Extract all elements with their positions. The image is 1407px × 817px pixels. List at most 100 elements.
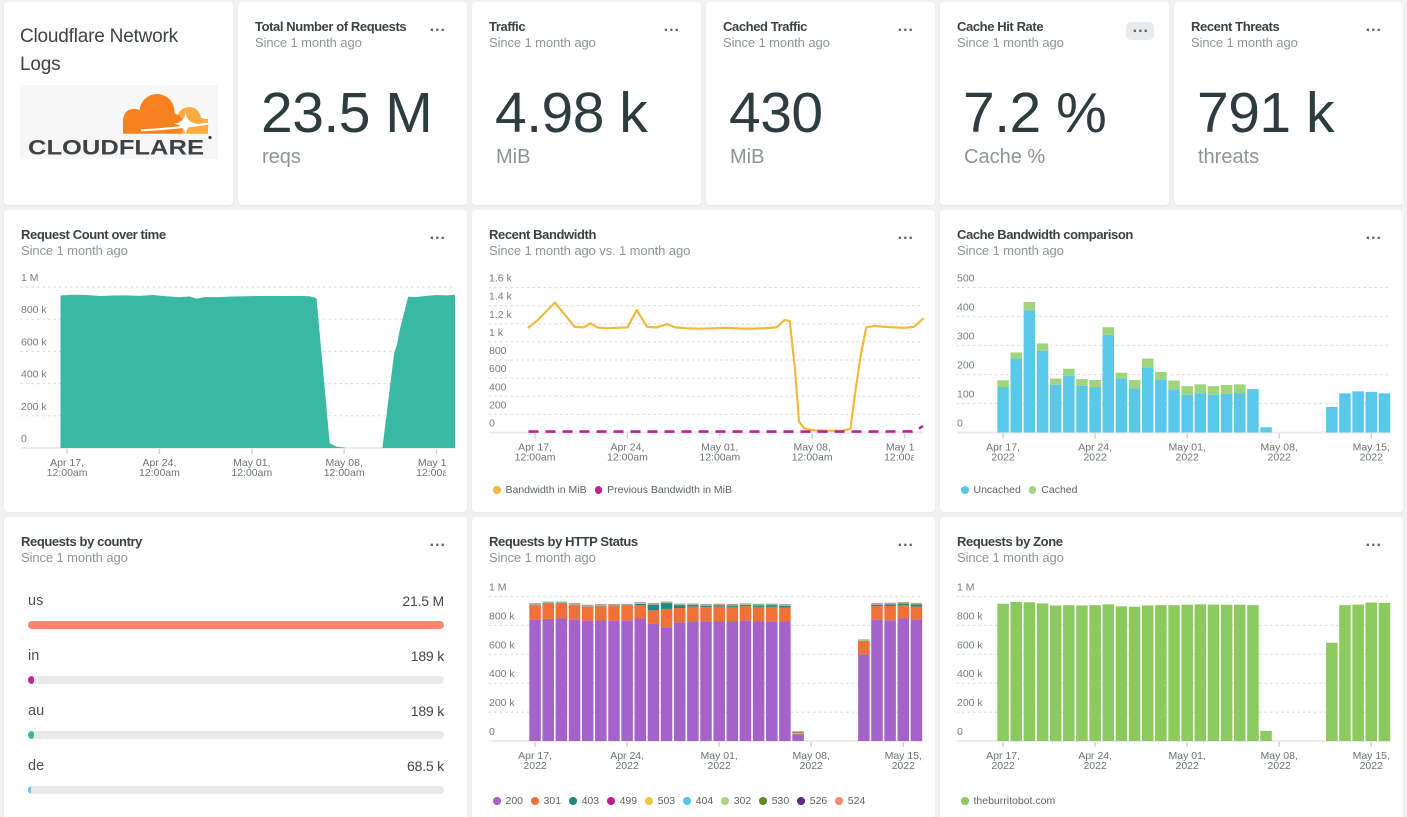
panel-menu-button[interactable]: ... xyxy=(429,226,446,243)
svg-text:600 k: 600 k xyxy=(489,639,515,651)
svg-text:12:00am: 12:00am xyxy=(231,467,272,479)
svg-text:12:00am: 12:00am xyxy=(884,452,925,464)
legend-item[interactable]: 404 xyxy=(683,795,713,807)
svg-text:May 01,: May 01, xyxy=(1168,750,1205,762)
panel-menu-button[interactable]: ... xyxy=(897,533,914,550)
svg-text:200 k: 200 k xyxy=(957,697,983,709)
svg-text:May 15,: May 15, xyxy=(1353,442,1390,454)
svg-text:May 15,: May 15, xyxy=(418,457,455,469)
legend-label: 530 xyxy=(771,795,790,807)
cache-bandwidth-chart[interactable]: 500 400 300 200 100 0 Apr 17, 2022 Apr 24, 2022 Ma… xyxy=(940,210,1403,512)
country-value: 68.5 k xyxy=(407,758,444,774)
legend-item[interactable]: Cached xyxy=(1028,484,1078,496)
legend-label: 404 xyxy=(695,795,714,807)
legend-label: 503 xyxy=(657,795,676,807)
legend-label: Bandwidth in MiB xyxy=(505,484,587,496)
panel-title: Requests by HTTP Status xyxy=(489,534,638,549)
svg-text:May 08,: May 08, xyxy=(1261,442,1298,454)
http-status-chart[interactable]: 1 M 800 k 600 k 400 k 200 k 0 Apr 17, 2022 Apr 2… xyxy=(472,517,935,817)
chart-legend: Bandwidth in MiB Previous Bandwidth in Mi… xyxy=(493,484,927,496)
zone-chart[interactable]: 1 M 800 k 600 k 400 k 200 k 0 Apr 17, 2022 Apr 2… xyxy=(940,517,1403,817)
svg-text:May 08,: May 08, xyxy=(793,750,830,762)
svg-text:600: 600 xyxy=(489,363,507,375)
panel-subtitle: Since 1 month ago xyxy=(957,549,1064,565)
panel-menu-button[interactable]: ... xyxy=(663,18,680,35)
country-bar-fill xyxy=(28,620,444,629)
country-bar-fill xyxy=(28,730,34,739)
legend-item[interactable]: 503 xyxy=(645,795,675,807)
panel-menu-button[interactable]: ... xyxy=(1365,533,1382,550)
svg-text:12:00am: 12:00am xyxy=(792,452,833,464)
country-bar-track xyxy=(28,620,444,629)
billboard-value: 4.98 k xyxy=(495,81,648,145)
svg-text:Apr 17,: Apr 17, xyxy=(518,442,552,454)
svg-text:2022: 2022 xyxy=(1360,452,1384,464)
legend-label: 526 xyxy=(809,795,828,807)
panel-menu-button[interactable]: ... xyxy=(897,18,914,35)
cloudflare-cloud-icon xyxy=(123,94,209,135)
country-bar-track xyxy=(28,675,444,684)
country-row: in 189 k xyxy=(28,649,444,704)
legend-item[interactable]: 200 xyxy=(493,795,523,807)
svg-text:600 k: 600 k xyxy=(21,336,47,348)
panel-subtitle: Since 1 month ago xyxy=(957,242,1064,258)
panel-menu-button[interactable]: ... xyxy=(1365,226,1382,243)
legend-item[interactable]: Uncached xyxy=(961,484,1021,496)
svg-text:May 01,: May 01, xyxy=(233,457,270,469)
panel-menu-button[interactable]: ... xyxy=(1365,18,1382,35)
country-bars: us 21.5 M in 189 k au 189 k de 68.5 k xyxy=(28,594,444,814)
legend-item[interactable]: Previous Bandwidth in MiB xyxy=(594,484,733,496)
legend-label: Cached xyxy=(1041,484,1078,496)
country-label: au xyxy=(28,703,45,719)
panel-menu-button[interactable]: ... xyxy=(429,533,446,550)
panel-subtitle: Since 1 month ago xyxy=(489,549,596,565)
panel-title: Traffic xyxy=(489,19,526,34)
legend-item[interactable]: 524 xyxy=(835,795,865,807)
billboard-unit: MiB xyxy=(496,146,531,168)
country-value: 21.5 M xyxy=(402,593,444,609)
billboard-unit: Cache % xyxy=(964,146,1046,168)
legend-label: Previous Bandwidth in MiB xyxy=(607,484,733,496)
panel-subtitle: Since 1 month ago vs. 1 month ago xyxy=(489,242,691,258)
legend-label: 499 xyxy=(619,795,638,807)
legend-color-dot xyxy=(493,797,501,805)
panel-menu-button[interactable]: ... xyxy=(897,226,914,243)
legend-label: 403 xyxy=(581,795,600,807)
svg-text:2022: 2022 xyxy=(615,760,639,772)
billboard-value: 791 k xyxy=(1197,81,1334,145)
svg-text:Apr 24,: Apr 24, xyxy=(611,442,645,454)
svg-text:12:00am: 12:00am xyxy=(47,467,88,479)
svg-text:Apr 17,: Apr 17, xyxy=(50,457,84,469)
panel-title: Total Number of Requests xyxy=(255,19,407,34)
svg-text:0: 0 xyxy=(21,433,27,445)
legend-item[interactable]: 499 xyxy=(607,795,637,807)
svg-text:May 01,: May 01, xyxy=(700,750,737,762)
svg-text:100: 100 xyxy=(957,389,975,401)
svg-text:1.6 k: 1.6 k xyxy=(489,273,513,285)
legend-item[interactable]: Bandwidth in MiB xyxy=(493,484,587,496)
legend-item[interactable]: 403 xyxy=(569,795,599,807)
svg-text:May 15,: May 15, xyxy=(885,750,922,762)
panel-markdown: Cloudflare Network Logs CLOUDFLARE xyxy=(4,2,233,205)
legend-item[interactable]: 526 xyxy=(797,795,827,807)
panel-title: Cache Hit Rate xyxy=(957,19,1044,34)
panel-menu-button[interactable]: ... xyxy=(1125,20,1154,40)
legend-item[interactable]: 530 xyxy=(759,795,789,807)
panel-menu-button[interactable]: ... xyxy=(429,18,446,35)
country-bar-fill xyxy=(28,785,31,794)
legend-color-dot xyxy=(961,486,969,494)
legend-item[interactable]: theburritobot.com xyxy=(961,795,1055,807)
country-label: in xyxy=(28,648,40,664)
legend-item[interactable]: 301 xyxy=(531,795,561,807)
chart-legend: theburritobot.com xyxy=(961,795,1395,807)
svg-text:2022: 2022 xyxy=(707,760,731,772)
svg-text:2022: 2022 xyxy=(1083,760,1107,772)
svg-text:12:00am: 12:00am xyxy=(324,467,365,479)
request-count-chart[interactable]: 1 M 800 k 600 k 400 k 200 k 0 Apr 17, 12:00am Ap… xyxy=(4,210,467,512)
legend-item[interactable]: 302 xyxy=(721,795,751,807)
country-value: 189 k xyxy=(410,703,444,719)
svg-text:Apr 24,: Apr 24, xyxy=(143,457,177,469)
svg-text:800 k: 800 k xyxy=(489,610,515,622)
panel-requests-by-http-status: Requests by HTTP Status Since 1 month ag… xyxy=(472,517,935,817)
